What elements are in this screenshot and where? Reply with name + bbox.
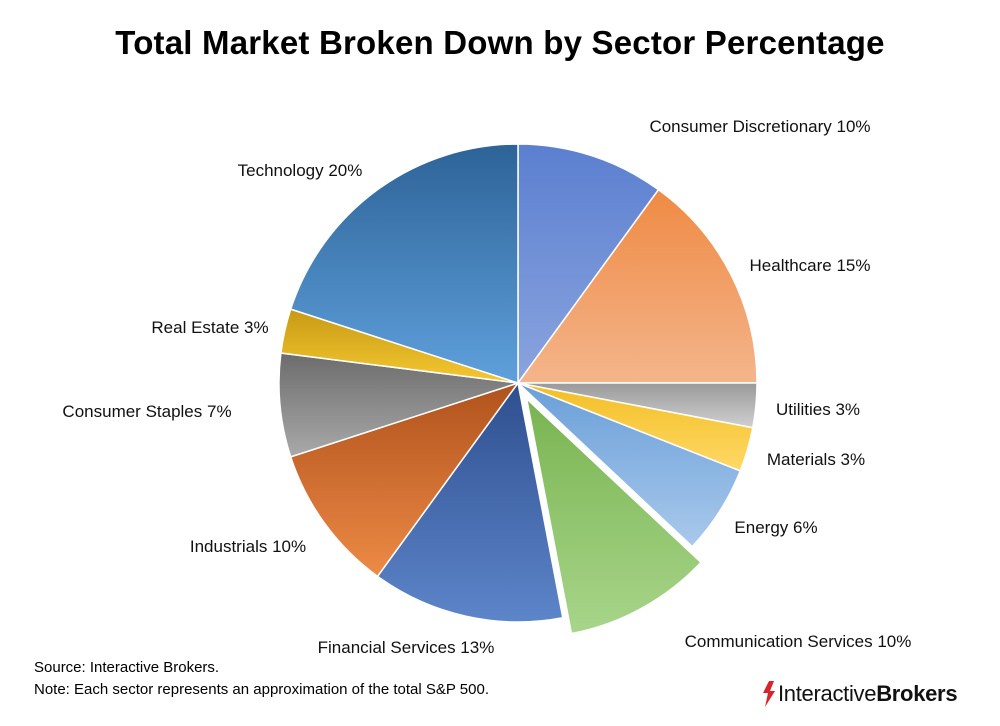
slice-label-energy: Energy 6% [734, 518, 817, 537]
slice-label-technology: Technology 20% [238, 161, 363, 180]
brand-mark-icon [763, 681, 775, 707]
pie-slice-communication-services [525, 396, 702, 635]
pie-slice-consumer-staples [278, 352, 519, 458]
pie-slice-financial-services [376, 381, 564, 623]
source-note: Source: Interactive Brokers. Note: Each … [34, 657, 489, 701]
slice-label-real-estate: Real Estate 3% [151, 318, 268, 337]
pie-slice-consumer-discretionary [517, 143, 660, 386]
brand-name-part1: Interactive [778, 681, 877, 706]
slice-label-industrials: Industrials 10% [190, 537, 306, 556]
slice-label-consumer-staples: Consumer Staples 7% [62, 402, 231, 421]
chart-title: Total Market Broken Down by Sector Perce… [115, 24, 885, 61]
slice-label-healthcare: Healthcare 15% [750, 256, 871, 275]
slice-label-consumer-discretionary: Consumer Discretionary 10% [649, 117, 870, 136]
pie-slice-healthcare [516, 188, 758, 384]
brand-name: InteractiveBrokers [778, 681, 958, 707]
source-text: Source: Interactive Brokers. [34, 659, 220, 676]
slice-label-communication-services: Communication Services 10% [685, 632, 912, 651]
slice-label-materials: Materials 3% [767, 450, 865, 469]
pie-slice-technology [289, 143, 519, 385]
pie-slice-industrials [289, 381, 520, 578]
slice-label-utilities: Utilities 3% [776, 400, 860, 419]
brand-name-part2: Brokers [876, 681, 958, 706]
slice-label-financial-services: Financial Services 13% [318, 638, 495, 657]
pie-slice-energy [517, 382, 742, 548]
brand-logo: InteractiveBrokers [760, 676, 958, 712]
note-text: Note: Each sector represents an approxim… [34, 681, 489, 698]
